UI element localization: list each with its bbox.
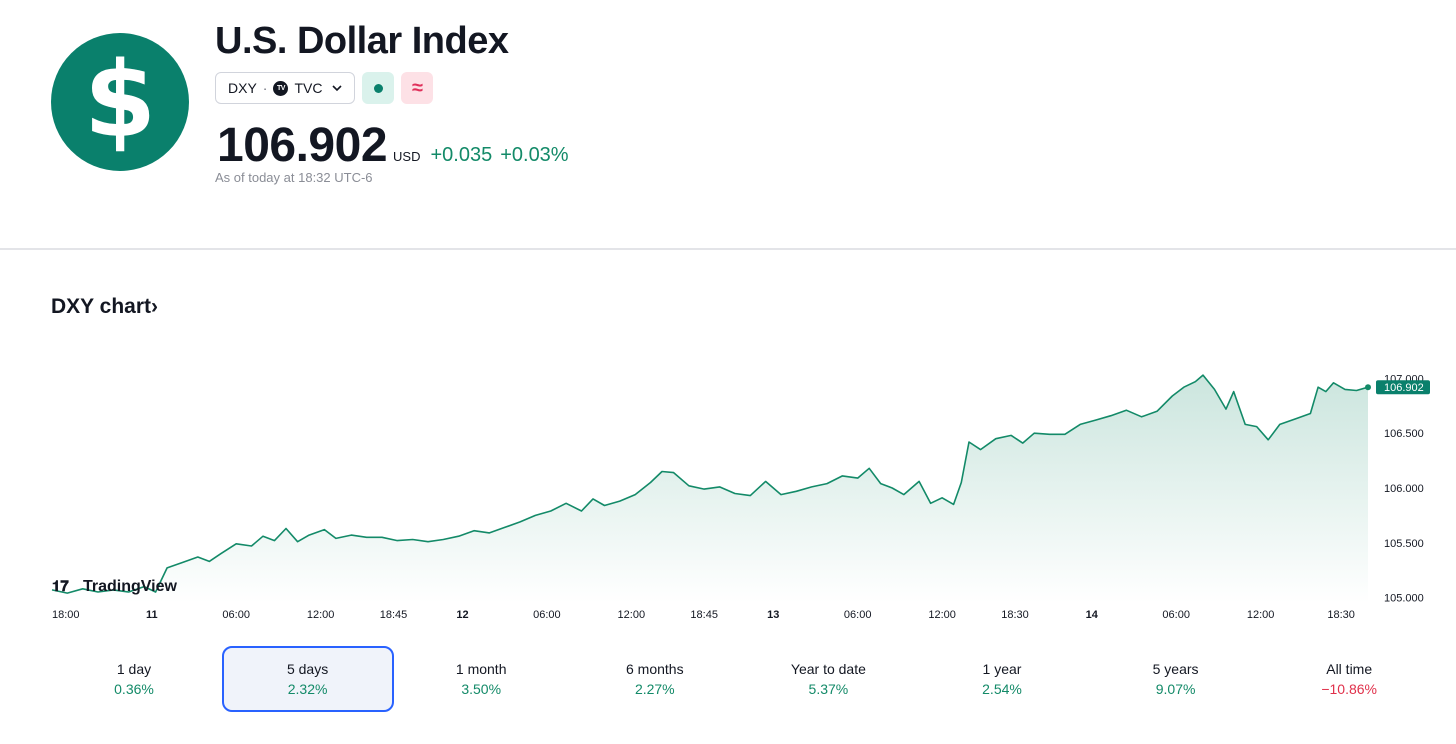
x-tick-label: 18:00	[52, 609, 80, 621]
price-chart[interactable]: 107.000106.500106.000105.500105.000106.9…	[0, 340, 1456, 630]
x-tick-label: 12:00	[928, 609, 956, 621]
period-label: 1 year	[982, 661, 1022, 677]
period-label: 5 days	[286, 661, 329, 677]
separator: ·	[262, 80, 268, 96]
delayed-data-button[interactable]: ≈	[401, 72, 434, 104]
period-change: 2.54%	[982, 681, 1022, 697]
x-tick-label: 12:00	[1247, 609, 1275, 621]
period-label: 1 month	[455, 661, 507, 677]
y-tick-label: 105.000	[1384, 593, 1424, 605]
last-price: 106.902	[217, 119, 388, 172]
last-value-label: 106.902	[1384, 382, 1424, 394]
period-button[interactable]: 6 months 2.27%	[569, 646, 741, 712]
dollar-sign-icon: $	[83, 39, 157, 161]
tradingview-exchange-icon: TV	[273, 80, 289, 96]
x-tick-label: 18:30	[1327, 609, 1355, 621]
section-divider	[0, 248, 1456, 250]
x-tick-label: 14	[1086, 609, 1099, 621]
x-tick-label: 12:00	[618, 609, 646, 621]
x-tick-label: 12:00	[307, 609, 335, 621]
x-tick-label: 18:45	[690, 609, 718, 621]
last-price-marker	[1365, 384, 1371, 391]
period-label: 1 day	[116, 661, 152, 677]
last-value-badge	[1376, 380, 1430, 395]
chevron-down-icon	[332, 84, 343, 91]
approx-icon: ≈	[411, 76, 423, 99]
period-change: 5.37%	[808, 681, 849, 697]
exchange-label: TVC	[294, 80, 323, 96]
period-label: 6 months	[626, 661, 684, 677]
period-change: 3.50%	[461, 681, 502, 697]
tradingview-logo-icon: 𝟏𝟕	[52, 577, 69, 595]
watermark-text: TradingView	[83, 578, 178, 595]
y-tick-label: 106.500	[1384, 428, 1424, 440]
period-button[interactable]: 5 years 9.07%	[1090, 646, 1262, 712]
period-change: 2.32%	[287, 681, 328, 697]
dollar-index-logo: $	[51, 33, 189, 171]
x-tick-label: 06:00	[844, 609, 872, 621]
price-row: 106.902 USD +0.035 +0.03%	[217, 118, 569, 173]
period-button[interactable]: 1 month 3.50%	[395, 646, 567, 712]
period-label: Year to date	[790, 661, 866, 677]
x-tick-label: 12	[456, 609, 468, 621]
x-tick-label: 06:00	[533, 609, 561, 621]
x-tick-label: 18:30	[1001, 609, 1029, 621]
ticker-label: DXY	[228, 80, 257, 96]
chevron-right-icon: ›	[151, 295, 158, 318]
period-label: All time	[1326, 661, 1373, 677]
x-tick-label: 13	[767, 609, 779, 621]
symbol-tags: DXY · TV TVC ≈	[215, 72, 434, 104]
period-label: 5 years	[1152, 661, 1199, 677]
market-open-dot-icon	[373, 83, 383, 93]
as-of-timestamp: As of today at 18:32 UTC-6	[215, 170, 373, 185]
period-change: 9.07%	[1155, 681, 1196, 697]
symbol-exchange-dropdown[interactable]: DXY · TV TVC	[215, 72, 356, 104]
x-tick-label: 06:00	[222, 609, 250, 621]
period-button[interactable]: 5 days 2.32%	[221, 646, 394, 712]
market-open-status-button[interactable]	[362, 72, 395, 104]
chart-title-label: DXY chart	[51, 295, 151, 318]
x-tick-label: 11	[146, 609, 158, 621]
page-title: U.S. Dollar Index	[215, 20, 509, 62]
period-button[interactable]: Year to date 5.37%	[742, 646, 914, 712]
period-selector: 1 day 0.36% 5 days 2.32% 1 month 3.50% 6 month…	[48, 646, 1438, 712]
period-button[interactable]: 1 year 2.54%	[916, 646, 1088, 712]
period-change: −10.86%	[1321, 681, 1378, 697]
period-button[interactable]: 1 day 0.36%	[48, 646, 220, 712]
currency-label: USD	[393, 149, 421, 164]
x-tick-label: 06:00	[1162, 609, 1190, 621]
period-change: 0.36%	[114, 681, 154, 697]
period-button[interactable]: All time −10.86%	[1263, 646, 1435, 712]
y-tick-label: 105.500	[1384, 538, 1424, 550]
price-change-pct: +0.03%	[500, 144, 569, 166]
price-change-abs: +0.035	[430, 144, 493, 166]
x-tick-label: 18:45	[380, 609, 408, 621]
period-change: 2.27%	[634, 681, 675, 697]
tradingview-watermark: 𝟏𝟕 TradingView	[52, 577, 178, 595]
y-tick-label: 106.000	[1384, 483, 1424, 495]
chart-title-link[interactable]: DXY chart›	[51, 295, 158, 319]
